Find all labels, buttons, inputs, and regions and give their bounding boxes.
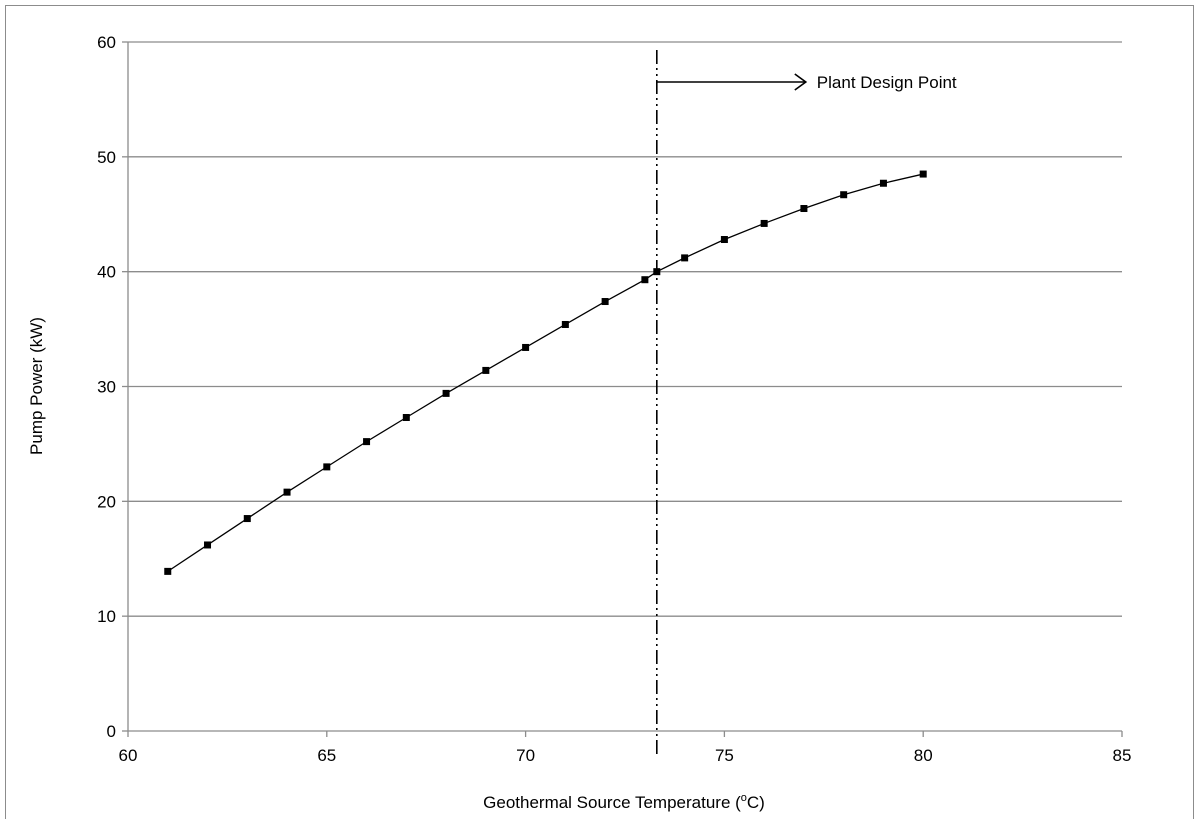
- design-point-arrow-head: [794, 73, 808, 91]
- x-axis-title-suffix: C): [747, 793, 765, 812]
- data-point-marker: [243, 515, 251, 523]
- y-tick-label-50: 50: [97, 148, 116, 167]
- data-point-marker: [641, 276, 649, 284]
- data-point-marker: [522, 343, 530, 351]
- data-point-marker: [601, 298, 609, 306]
- y-tick-label-60: 60: [97, 33, 116, 52]
- y-tick-label-0: 0: [107, 722, 116, 741]
- data-point-marker: [840, 191, 848, 199]
- data-point-marker: [204, 541, 212, 549]
- data-point-marker: [919, 170, 927, 178]
- data-point-marker: [681, 254, 689, 262]
- data-point-marker: [879, 179, 887, 187]
- y-tick-label-10: 10: [97, 607, 116, 626]
- y-axis-title: Pump Power (kW): [27, 317, 46, 455]
- data-point-marker: [402, 414, 410, 422]
- x-axis-title: Geothermal Source Temperature (oC): [483, 792, 765, 812]
- gridlines: [128, 41, 1122, 617]
- data-point-marker: [442, 389, 450, 397]
- tick-labels: 0 10 20 30 40 50 60 60 65 70 75 80 85: [97, 33, 1131, 765]
- series-line: [167, 173, 924, 572]
- x-tick-label-80: 80: [914, 746, 933, 765]
- data-point-marker: [283, 488, 291, 496]
- figure-border: [5, 5, 1194, 824]
- axes: [122, 41, 1123, 737]
- y-tick-label-30: 30: [97, 378, 116, 397]
- x-axis-title-superscript: o: [741, 792, 747, 804]
- data-point-marker: [800, 205, 808, 213]
- y-tick-label-40: 40: [97, 263, 116, 282]
- data-point-marker: [561, 320, 569, 328]
- x-tick-label-75: 75: [715, 746, 734, 765]
- data-point-marker: [760, 219, 768, 227]
- data-point-marker: [720, 236, 728, 244]
- data-series: [164, 170, 927, 575]
- data-point-marker: [363, 438, 371, 446]
- x-axis-title-main: Geothermal Source Temperature (: [483, 793, 741, 812]
- x-tick-label-65: 65: [317, 746, 336, 765]
- annotation-layer: Plant Design Point: [656, 50, 957, 756]
- x-tick-label-60: 60: [119, 746, 138, 765]
- data-point-marker: [482, 366, 490, 374]
- x-tick-label-70: 70: [516, 746, 535, 765]
- y-tick-label-20: 20: [97, 492, 116, 511]
- x-tick-label-85: 85: [1113, 746, 1132, 765]
- data-point-marker: [323, 463, 331, 471]
- data-point-marker: [164, 567, 172, 575]
- design-point-label: Plant Design Point: [817, 73, 957, 92]
